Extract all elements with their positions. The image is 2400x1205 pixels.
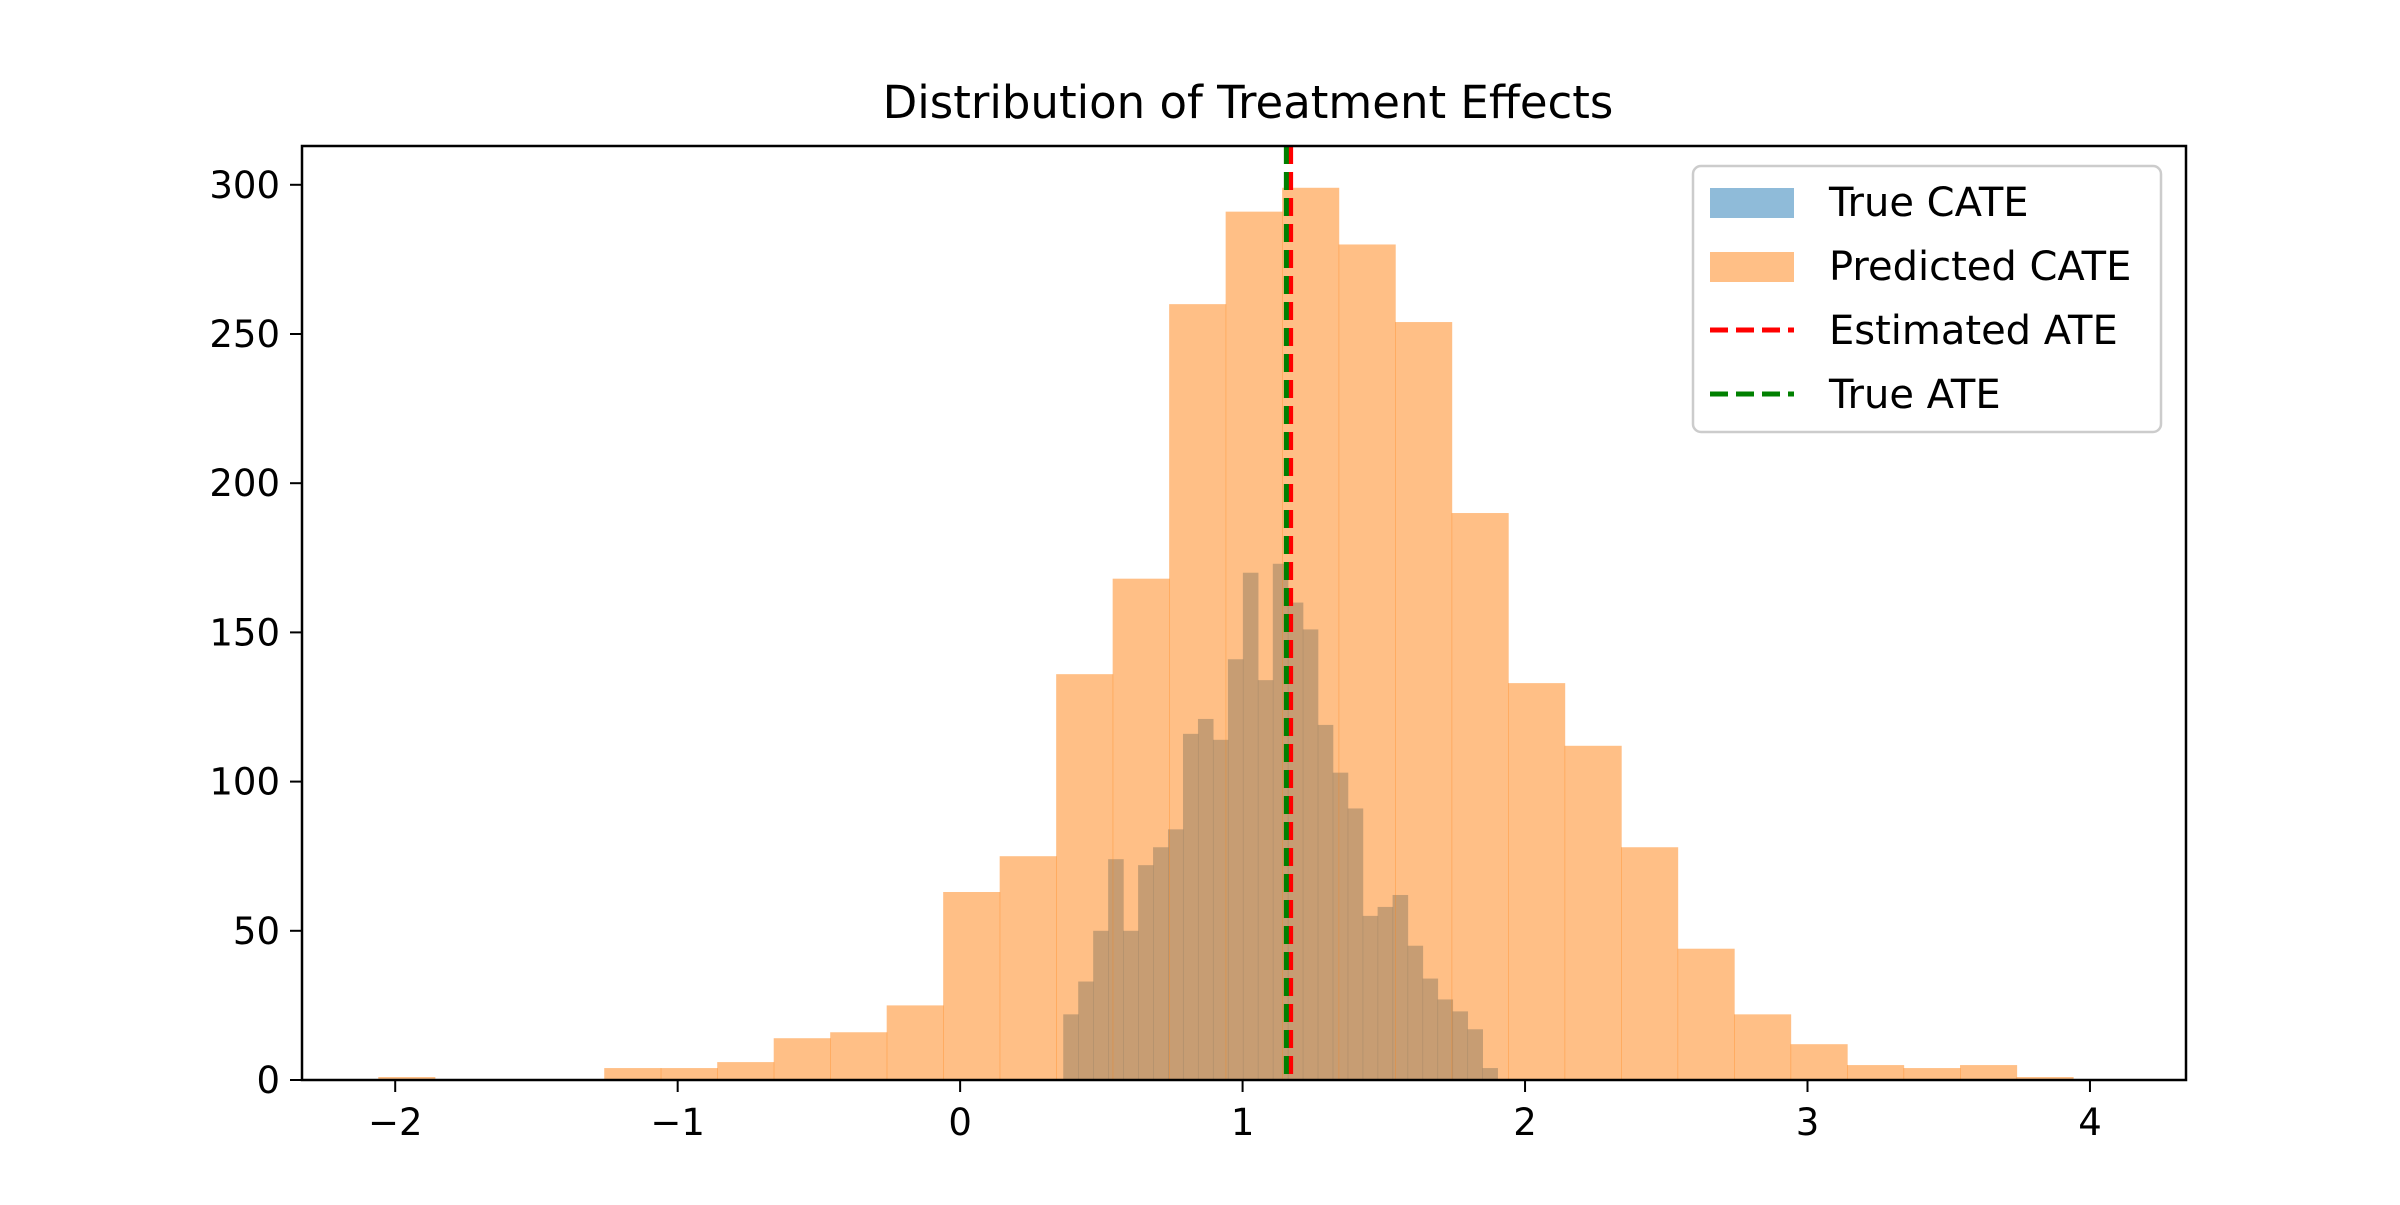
- histogram-bar: [1677, 948, 1735, 1080]
- histogram-bar: [1790, 1044, 1848, 1080]
- histogram-bar: [1734, 1014, 1792, 1080]
- histogram-bar: [1621, 847, 1679, 1080]
- histogram-bar: [1960, 1065, 2018, 1080]
- y-tick-label: 300: [209, 164, 280, 207]
- axes-frame: [300, 144, 2188, 1082]
- histogram-bar: [1112, 578, 1170, 1080]
- histogram-bar: [1903, 1068, 1961, 1080]
- histogram-bar: [660, 1068, 718, 1080]
- x-tick-label: 3: [1796, 1101, 1820, 1144]
- legend: True CATE Predicted CATE Estimated ATE True…: [1691, 164, 2163, 434]
- histogram-bar: [1169, 304, 1227, 1081]
- histogram-bar: [2016, 1077, 2074, 1080]
- legend-label: True ATE: [1828, 372, 2001, 418]
- x-tick-label: −2: [368, 1101, 423, 1144]
- histogram-bar: [886, 1005, 944, 1080]
- x-tick-label: 0: [948, 1101, 972, 1144]
- histogram-bar: [1395, 322, 1453, 1080]
- y-tick-label: 150: [209, 611, 280, 654]
- histogram-bar: [1225, 211, 1283, 1080]
- y-tick-label: 100: [209, 761, 280, 804]
- histogram-bar: [773, 1038, 831, 1080]
- histogram-bar: [1564, 745, 1622, 1080]
- legend-label: True CATE: [1828, 180, 2029, 226]
- x-tick-label: 4: [2078, 1101, 2102, 1144]
- histogram-bar: [1282, 187, 1340, 1080]
- legend-label: Estimated ATE: [1829, 308, 2118, 354]
- axis-ticks: −2 −1 0 1 2 3 4 0 50 100 150 200 250 300: [209, 164, 2101, 1144]
- histogram-bar: [604, 1068, 662, 1080]
- chart-title: Distribution of Treatment Effects: [883, 76, 1614, 129]
- x-tick-label: 1: [1231, 1101, 1255, 1144]
- histogram-bar: [378, 1077, 436, 1080]
- histogram-bar: [1508, 683, 1566, 1080]
- histogram-bar: [999, 856, 1057, 1080]
- x-tick-label: −1: [650, 1101, 705, 1144]
- legend-box: [1691, 164, 2163, 434]
- histogram-bars: [378, 187, 2074, 1081]
- histogram-bar: [1451, 513, 1509, 1080]
- y-tick-label: 0: [256, 1059, 280, 1102]
- y-tick-label: 50: [233, 910, 280, 953]
- x-tick-label: 2: [1513, 1101, 1537, 1144]
- legend-swatch: [1710, 252, 1794, 282]
- legend-swatch: [1710, 188, 1794, 218]
- histogram-bar: [717, 1062, 775, 1080]
- histogram-bar: [1056, 674, 1114, 1080]
- histogram-bar: [830, 1032, 888, 1080]
- histogram-predicted-cate: [378, 187, 2074, 1081]
- histogram-bar: [1847, 1065, 1905, 1080]
- histogram-bar: [1338, 244, 1396, 1080]
- histogram-bar: [943, 892, 1001, 1080]
- y-tick-label: 250: [209, 313, 280, 356]
- legend-label: Predicted CATE: [1829, 244, 2131, 290]
- y-tick-label: 200: [209, 462, 280, 505]
